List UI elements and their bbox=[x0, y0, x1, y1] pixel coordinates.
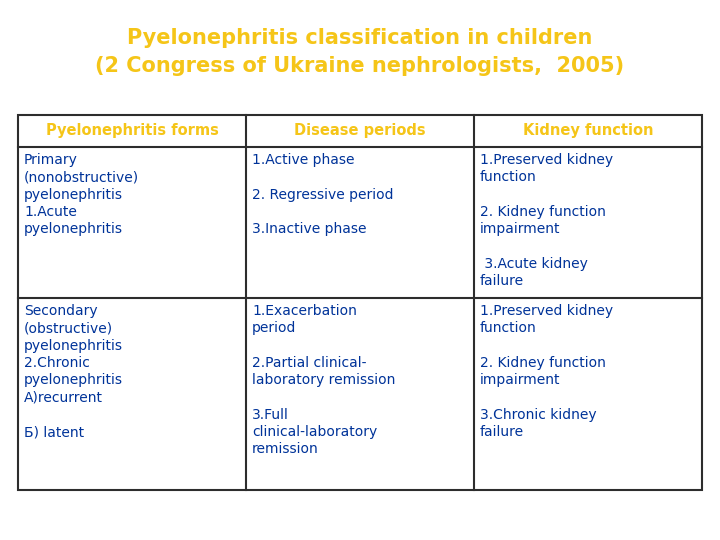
Bar bbox=[18, 115, 702, 490]
Text: Primary
(nonobstructive)
pyelonephritis
1.Acute
pyelonephritis: Primary (nonobstructive) pyelonephritis … bbox=[24, 153, 139, 236]
Text: 1.Exacerbation
period

2.Partial clinical-
laboratory remission

3.Full
clinical: 1.Exacerbation period 2.Partial clinical… bbox=[252, 304, 395, 456]
Text: Pyelonephritis classification in children
(2 Congress of Ukraine nephrologists, : Pyelonephritis classification in childre… bbox=[96, 28, 624, 76]
Text: 1.Preserved kidney
function

2. Kidney function
impairment

3.Chronic kidney
fai: 1.Preserved kidney function 2. Kidney fu… bbox=[480, 304, 613, 439]
Text: Disease periods: Disease periods bbox=[294, 124, 426, 138]
Text: Pyelonephritis forms: Pyelonephritis forms bbox=[45, 124, 218, 138]
Text: 1.Active phase

2. Regressive period

3.Inactive phase: 1.Active phase 2. Regressive period 3.In… bbox=[252, 153, 394, 236]
Text: Kidney function: Kidney function bbox=[523, 124, 653, 138]
Text: 1.Preserved kidney
function

2. Kidney function
impairment

 3.Acute kidney
fail: 1.Preserved kidney function 2. Kidney fu… bbox=[480, 153, 613, 288]
Text: Secondary
(obstructive)
pyelonephritis
2.Chronic
pyelonephritis
A)recurrent

Б) : Secondary (obstructive) pyelonephritis 2… bbox=[24, 304, 123, 439]
